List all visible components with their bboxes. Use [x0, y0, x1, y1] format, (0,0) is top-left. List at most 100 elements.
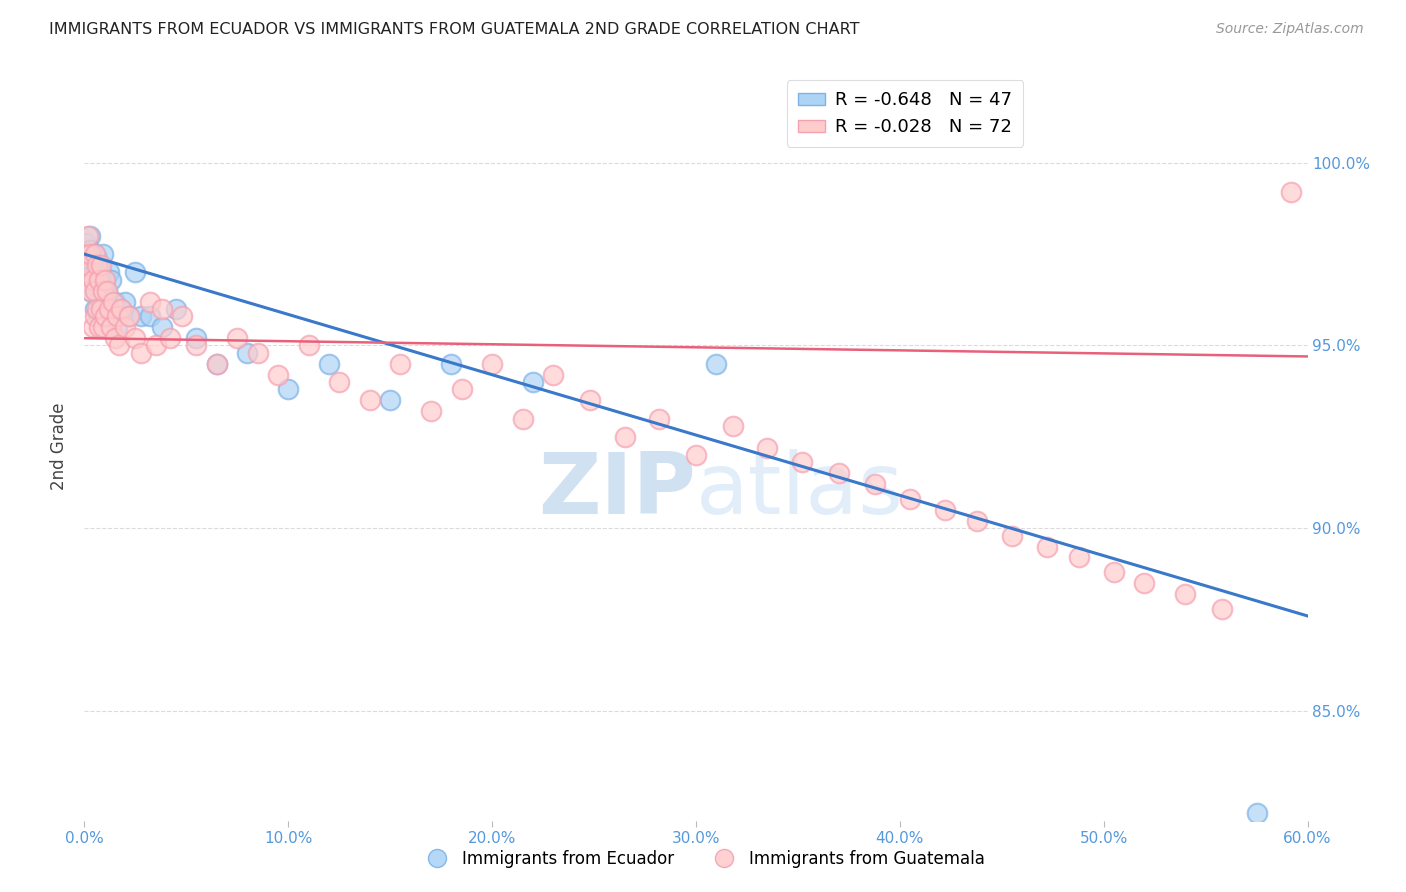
Point — [420, 404, 443, 418]
Point — [97, 265, 120, 279]
Point — [93, 273, 115, 287]
Point — [721, 418, 744, 433]
Point — [79, 244, 101, 258]
Point — [82, 320, 104, 334]
Text: IMMIGRANTS FROM ECUADOR VS IMMIGRANTS FROM GUATEMALA 2ND GRADE CORRELATION CHART: IMMIGRANTS FROM ECUADOR VS IMMIGRANTS FR… — [49, 22, 859, 37]
Point — [1246, 806, 1268, 821]
Point — [90, 265, 112, 279]
Point — [267, 368, 290, 382]
Point — [91, 320, 114, 334]
Point — [79, 284, 101, 298]
Point — [83, 310, 105, 324]
Point — [131, 346, 153, 360]
Point — [90, 301, 112, 316]
Point — [1069, 550, 1091, 565]
Point — [86, 301, 108, 316]
Point — [101, 294, 124, 309]
Point — [1035, 540, 1057, 554]
Text: ZIP: ZIP — [538, 450, 696, 533]
Point — [685, 448, 707, 462]
Point — [91, 247, 114, 261]
Point — [108, 338, 131, 352]
Point — [277, 382, 299, 396]
Point — [83, 284, 105, 298]
Point — [110, 301, 132, 316]
Point — [87, 310, 110, 324]
Point — [186, 338, 208, 352]
Point — [118, 310, 141, 324]
Point — [86, 258, 108, 272]
Point — [150, 320, 173, 334]
Point — [186, 331, 208, 345]
Point — [579, 393, 602, 408]
Point — [236, 346, 259, 360]
Point — [82, 273, 104, 287]
Point — [966, 514, 988, 528]
Point — [83, 247, 105, 261]
Point — [77, 247, 100, 261]
Point — [77, 265, 100, 279]
Point — [100, 301, 122, 316]
Point — [522, 375, 544, 389]
Point — [790, 455, 813, 469]
Point — [124, 331, 146, 345]
Point — [82, 273, 104, 287]
Point — [205, 357, 228, 371]
Point — [298, 338, 321, 352]
Point — [96, 284, 118, 298]
Point — [93, 273, 115, 287]
Point — [246, 346, 269, 360]
Point — [648, 411, 671, 425]
Point — [75, 236, 97, 251]
Point — [359, 393, 381, 408]
Point — [87, 273, 110, 287]
Point — [100, 320, 122, 334]
Point — [613, 430, 636, 444]
Point — [898, 491, 921, 506]
Point — [91, 284, 114, 298]
Point — [93, 310, 115, 324]
Point — [512, 411, 534, 425]
Point — [114, 320, 136, 334]
Point — [86, 280, 108, 294]
Point — [105, 320, 128, 334]
Point — [87, 320, 110, 334]
Point — [77, 228, 100, 243]
Point — [83, 301, 105, 316]
Point — [138, 294, 160, 309]
Point — [96, 284, 118, 298]
Point — [865, 477, 887, 491]
Point — [934, 503, 956, 517]
Point — [165, 301, 187, 316]
Point — [440, 357, 463, 371]
Point — [100, 273, 122, 287]
Point — [87, 258, 110, 272]
Point — [145, 338, 167, 352]
Point — [79, 228, 101, 243]
Point — [226, 331, 249, 345]
Point — [97, 301, 120, 316]
Legend: Immigrants from Ecuador, Immigrants from Guatemala: Immigrants from Ecuador, Immigrants from… — [413, 844, 993, 875]
Point — [481, 357, 503, 371]
Point — [706, 357, 728, 371]
Point — [86, 251, 108, 265]
Point — [93, 310, 115, 324]
Point — [756, 441, 779, 455]
Point — [83, 265, 105, 279]
Point — [104, 331, 127, 345]
Point — [1102, 565, 1125, 579]
Point — [1279, 185, 1302, 199]
Point — [1001, 528, 1024, 542]
Point — [114, 294, 136, 309]
Y-axis label: 2nd Grade: 2nd Grade — [51, 402, 69, 490]
Point — [159, 331, 181, 345]
Point — [90, 294, 112, 309]
Point — [83, 247, 105, 261]
Point — [87, 273, 110, 287]
Point — [131, 310, 153, 324]
Point — [82, 258, 104, 272]
Text: Source: ZipAtlas.com: Source: ZipAtlas.com — [1216, 22, 1364, 37]
Point — [79, 284, 101, 298]
Point — [138, 310, 160, 324]
Point — [104, 294, 127, 309]
